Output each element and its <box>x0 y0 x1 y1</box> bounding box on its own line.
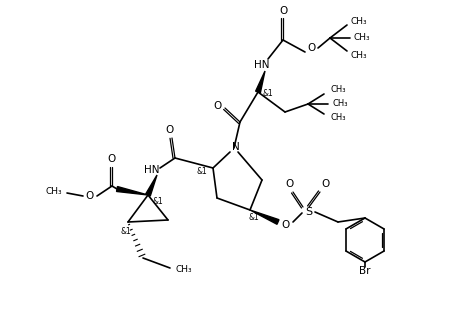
Text: O: O <box>214 101 222 111</box>
Text: HN: HN <box>144 165 160 175</box>
Text: O: O <box>285 179 293 189</box>
Text: CH₃: CH₃ <box>354 33 370 42</box>
Text: CH₃: CH₃ <box>351 50 367 60</box>
Polygon shape <box>146 175 157 196</box>
Polygon shape <box>256 71 265 93</box>
Text: CH₃: CH₃ <box>176 264 192 273</box>
Text: CH₃: CH₃ <box>330 114 346 122</box>
Text: O: O <box>108 154 116 164</box>
Polygon shape <box>116 187 148 195</box>
Text: CH₃: CH₃ <box>46 187 62 196</box>
Text: CH₃: CH₃ <box>351 17 367 26</box>
Text: O: O <box>282 220 290 230</box>
Text: HN: HN <box>254 60 270 70</box>
Text: &1: &1 <box>120 227 131 236</box>
Text: CH₃: CH₃ <box>332 100 348 108</box>
Text: N: N <box>232 142 240 152</box>
Text: &1: &1 <box>262 90 273 99</box>
Text: &1: &1 <box>152 197 163 205</box>
Polygon shape <box>250 210 279 224</box>
Text: O: O <box>166 125 174 135</box>
Text: O: O <box>322 179 330 189</box>
Text: O: O <box>308 43 316 53</box>
Text: S: S <box>305 207 313 217</box>
Text: Br: Br <box>359 266 371 276</box>
Text: &1: &1 <box>197 167 207 176</box>
Text: &1: &1 <box>249 213 259 222</box>
Text: CH₃: CH₃ <box>330 85 346 94</box>
Text: O: O <box>85 191 93 201</box>
Text: O: O <box>279 6 287 16</box>
